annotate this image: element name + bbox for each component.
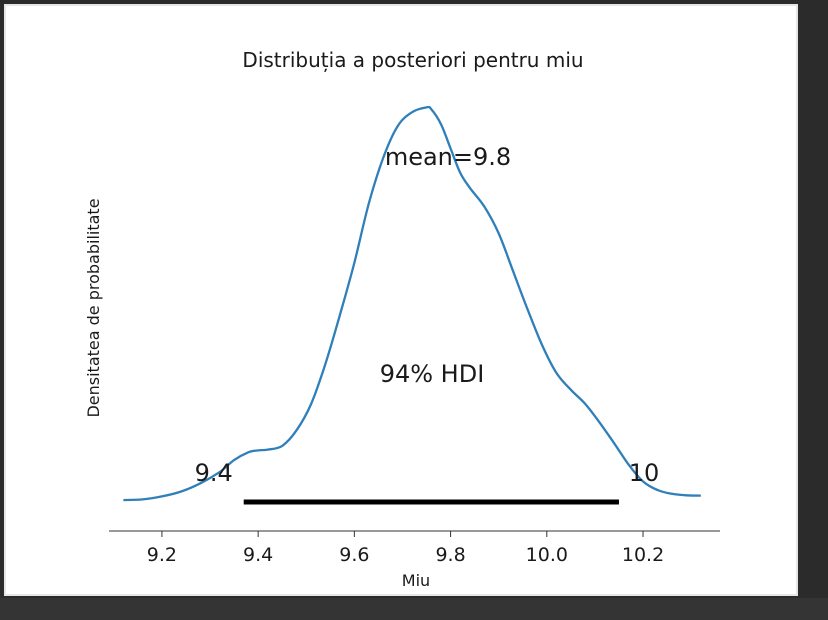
- hdi-high-label: 10: [629, 459, 660, 487]
- hdi-label: 94% HDI: [380, 360, 485, 388]
- figure-frame: Distribuția a posteriori pentru miu Dens…: [4, 4, 798, 596]
- x-axis-label: Miu: [402, 571, 430, 590]
- x-tick-label: 9.8: [435, 544, 465, 566]
- x-tick-label: 10.2: [622, 544, 664, 566]
- x-tick-label: 10.0: [526, 544, 568, 566]
- x-tick-label: 9.2: [147, 544, 177, 566]
- mean-label: mean=9.8: [385, 143, 511, 171]
- x-tick-label: 9.6: [339, 544, 369, 566]
- chart-title: Distribuția a posteriori pentru miu: [242, 48, 583, 72]
- window-bottom-bar: [0, 598, 828, 620]
- x-tick-label: 9.4: [243, 544, 273, 566]
- hdi-low-label: 9.4: [195, 459, 233, 487]
- density-curve: [123, 105, 701, 502]
- x-axis-ticks: 9.2 9.4 9.6 9.8 10.0 10.2: [147, 531, 664, 566]
- y-axis-label: Densitatea de probabilitate: [84, 198, 103, 417]
- posterior-plot: Distribuția a posteriori pentru miu Dens…: [84, 48, 720, 590]
